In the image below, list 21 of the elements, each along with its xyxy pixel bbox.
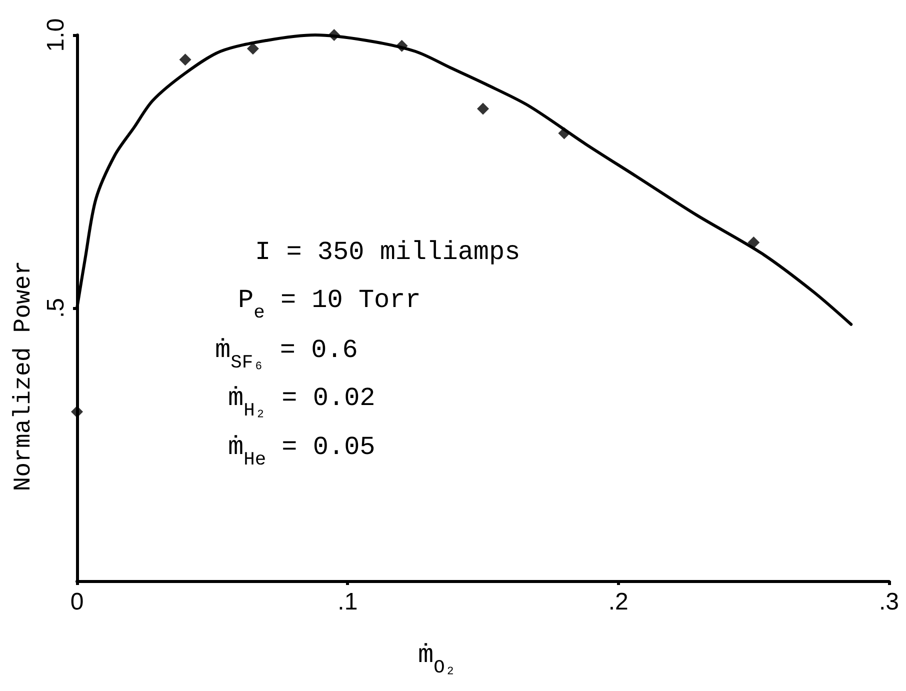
point xyxy=(477,102,489,115)
x-axis-title: ṁ$_{O₂}$ xyxy=(418,640,456,678)
y-axis-title: Normalized Power xyxy=(10,260,38,492)
annotation: ṁ$_{He}$ = 0.05 xyxy=(228,432,376,470)
annotation: P$_{e}$ = 10 Torr xyxy=(238,285,421,324)
y-tick-label: 1.0 xyxy=(42,18,70,52)
point xyxy=(246,42,259,55)
point xyxy=(71,406,83,418)
annotation: ṁ$_{H₂}$ = 0.02 xyxy=(228,383,376,422)
point xyxy=(328,29,340,41)
x-tick-label: .3 xyxy=(878,588,900,616)
point xyxy=(748,236,760,248)
point xyxy=(558,127,570,140)
point xyxy=(179,54,192,66)
annotation: ṁ$_{SF₆}$ = 0.6 xyxy=(215,335,358,374)
point xyxy=(396,40,408,52)
x-tick-label: 0 xyxy=(70,588,84,616)
x-tick-label: .2 xyxy=(608,588,628,616)
y-tick-label: .5 xyxy=(42,298,70,318)
annotation: I = 350 milliamps xyxy=(255,237,520,267)
x-tick-label: .1 xyxy=(338,588,358,616)
